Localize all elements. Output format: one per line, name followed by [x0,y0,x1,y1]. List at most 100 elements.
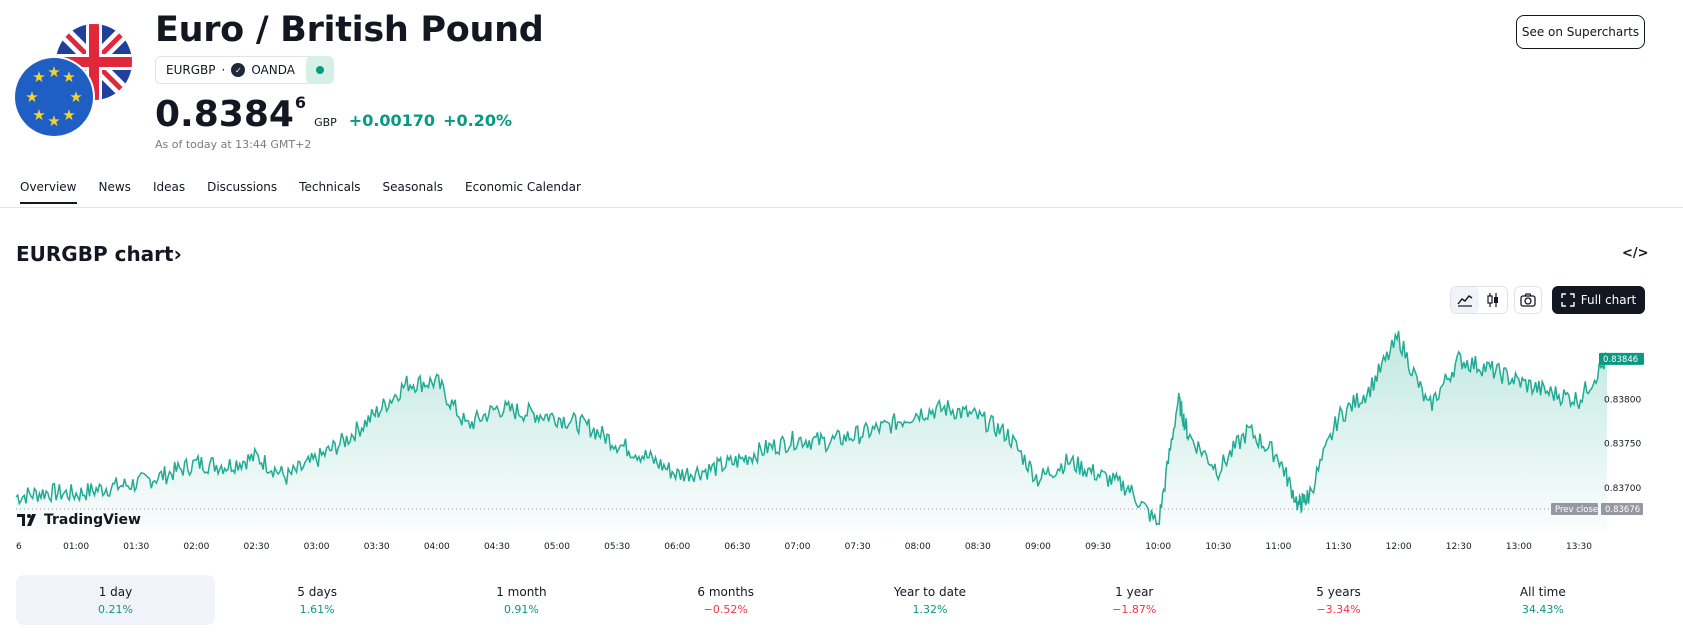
market-status-badge[interactable] [306,56,334,84]
period-label: 1 month [496,584,547,599]
fullscreen-icon [1561,293,1575,307]
area-chart-icon[interactable] [1451,287,1479,313]
x-tick-label: 11:00 [1265,542,1291,552]
x-tick-label: 09:30 [1085,542,1111,552]
tab-seasonals[interactable]: Seasonals [382,180,444,194]
tabs-divider [0,207,1683,208]
period-label: 1 day [98,584,133,599]
see-on-supercharts-button[interactable]: See on Supercharts [1516,15,1645,49]
price-superscript: 6 [294,93,307,112]
full-chart-label: Full chart [1580,293,1637,307]
x-tick-label: 10:30 [1205,542,1231,552]
svg-text:★: ★ [47,112,60,130]
y-tick-label: 0.83800 [1604,396,1641,406]
prev-close-label: Prev close [1551,503,1598,516]
x-tick-label: 12:00 [1386,542,1412,552]
price-area-fill [16,330,1608,532]
period-label: Year to date [893,584,967,599]
tradingview-logo-icon [17,514,36,526]
tab-economic-calendar[interactable]: Economic Calendar [465,180,581,194]
x-tick-label: 10:00 [1145,542,1171,552]
x-tick-label: 13:00 [1506,542,1532,552]
page-title: Euro / British Pound [155,10,544,50]
x-tick-label: 09:00 [1025,542,1051,552]
period-label: 1 year [1115,584,1154,599]
period-1-month[interactable]: 1 month 0.91% [419,575,623,625]
period-label: All time [1519,584,1566,599]
x-tick-label: 13:30 [1566,542,1592,552]
price-change: +0.00170 [348,111,436,130]
x-tick-label: 07:30 [845,542,871,552]
period-all-time[interactable]: All time 34.43% [1441,575,1645,625]
prev-close-value-text: 0.83676 [1605,505,1640,515]
period-change: −3.34% [1316,602,1361,616]
tab-ideas[interactable]: Ideas [152,180,186,194]
price-line [15,330,1608,526]
svg-text:★: ★ [62,68,75,86]
y-tick-label: 0.83700 [1604,484,1641,494]
section-tabs: Overview News Ideas Discussions Technicals Se… [20,180,603,204]
embed-code-icon[interactable]: </> [1622,246,1649,261]
period-change: 1.32% [912,602,948,616]
price-timestamp: As of today at 13:44 GMT+2 [155,138,312,151]
price-main: 0.8384 [155,94,294,135]
tradingview-logo[interactable]: TradingView [17,512,141,528]
x-tick-label: 12:30 [1446,542,1472,552]
x-tick-label: 04:00 [424,542,450,552]
chevron-right-icon: › [173,242,182,266]
symbol-separator: · [221,63,226,77]
chart-title-link[interactable]: EURGBP chart› [16,242,182,266]
x-tick-label: 07:00 [785,542,811,552]
full-chart-button[interactable]: Full chart [1552,286,1645,314]
period-6-months[interactable]: 6 months −0.52% [624,575,828,625]
period-change: 0.91% [503,602,539,616]
period-change: 0.21% [98,602,133,616]
x-tick-label: 05:00 [544,542,570,552]
symbol-selector[interactable]: EURGBP · ✓ OANDA ⌄ [155,56,327,84]
period-change: −1.87% [1112,602,1157,616]
tradingview-logo-text: TradingView [44,512,141,528]
period-year-to-date[interactable]: Year to date 1.32% [828,575,1032,625]
x-tick-label: 6 [16,542,22,552]
camera-icon[interactable] [1514,286,1542,314]
svg-text:★: ★ [32,68,45,86]
x-tick-label: 08:30 [965,542,991,552]
tab-technicals[interactable]: Technicals [299,180,361,194]
price-change-percent: +0.20% [443,111,512,130]
x-tick-label: 01:30 [123,542,149,552]
period-change: 34.43% [1521,602,1564,616]
x-tick-label: 02:30 [243,542,269,552]
svg-text:★: ★ [62,106,75,124]
period-1-year[interactable]: 1 year −1.87% [1032,575,1236,625]
x-tick-label: 01:00 [63,542,89,552]
tab-discussions[interactable]: Discussions [207,180,278,194]
price-currency: GBP [314,116,337,129]
chart-style-toggle [1450,286,1508,314]
x-tick-label: 02:00 [183,542,209,552]
market-open-dot-icon [316,66,324,74]
period-label: 5 years [1316,584,1361,599]
svg-text:★: ★ [47,63,60,81]
candles-icon[interactable] [1479,287,1507,313]
period-5-years[interactable]: 5 years −3.34% [1236,575,1440,625]
period-5-days[interactable]: 5 days 1.61% [215,575,419,625]
price-block: 0.8384 6 GBP +0.00170 +0.20% [155,93,512,135]
last-price-badge-text: 0.83846 [1603,355,1638,365]
last-price-badge: 0.83846 [1599,352,1644,365]
x-tick-label: 06:30 [724,542,750,552]
x-tick-label: 06:00 [664,542,690,552]
tab-news[interactable]: News [98,180,131,194]
svg-text:★: ★ [25,88,38,106]
prev-close-label-text: Prev close [1555,505,1598,515]
prev-close-value: 0.83676 [1601,503,1643,516]
period-1-day[interactable]: 1 day 0.21% [16,575,215,625]
x-tick-label: 05:30 [604,542,630,552]
x-tick-label: 08:00 [905,542,931,552]
symbol-ticker: EURGBP [166,63,216,77]
period-label: 6 months [697,584,755,599]
exchange-logo-icon: ✓ [231,63,246,77]
tab-overview[interactable]: Overview [20,180,77,204]
exchange-name: OANDA [251,63,295,77]
performance-periods: 1 day 0.21% 5 days 1.61% 1 month 0.91% 6 month… [16,575,1645,625]
price-chart[interactable]: 6 01:00 01:30 02:00 02:30 03:00 03:30 04:00 04:3… [0,320,1683,555]
